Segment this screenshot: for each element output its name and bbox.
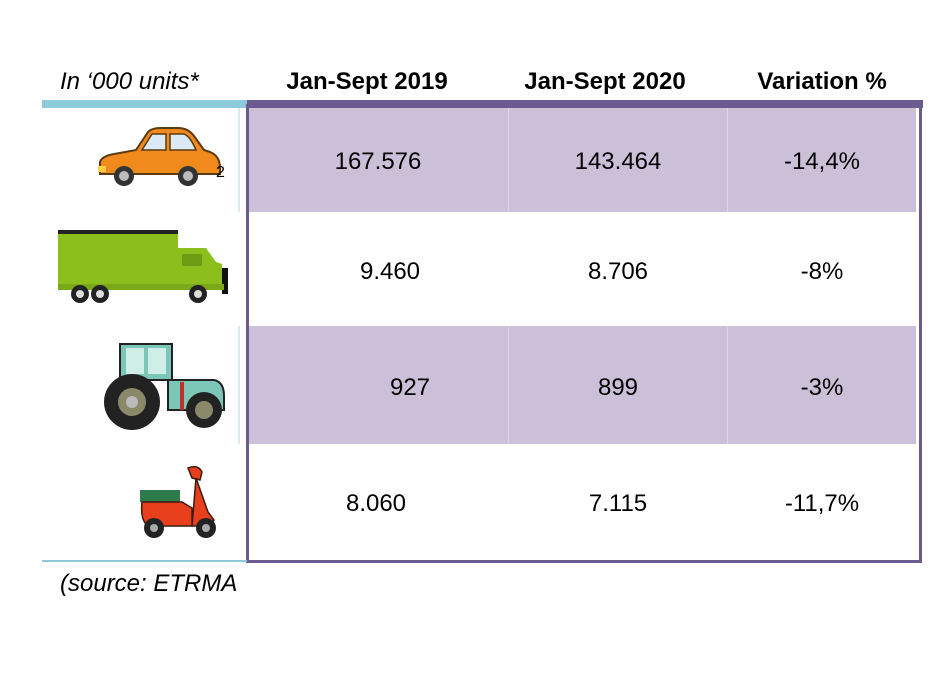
table-row-band [249,108,916,212]
row3-variation: -3% [800,374,844,401]
column-header-2019: Jan-Sept 2019 [286,68,448,95]
units-label: In ‘000 units* [60,68,199,95]
row1-variation: -14,4% [783,148,861,175]
row3-value-2019: 927 [389,374,431,401]
footer-rule [42,560,247,562]
column-divider [727,326,728,444]
column-header-variation: Variation % [757,68,887,95]
table-frame [246,104,922,563]
row4-value-2020: 7.115 [588,490,648,517]
column-divider [508,326,509,444]
column-divider [508,108,509,212]
row-guide [238,108,240,212]
truck-icon [56,226,234,311]
scooter-icon [136,462,220,547]
row1-value-2020: 143.464 [574,148,662,175]
header-rule-left [42,100,247,108]
table-row-band [249,326,916,444]
row3-value-2020: 899 [597,374,639,401]
row2-value-2020: 8.706 [587,258,649,285]
row2-value-2019: 9.460 [359,258,421,285]
column-divider [727,108,728,212]
tractor-icon [98,340,228,437]
row2-variation: -8% [800,258,844,285]
row4-variation: -11,7% [784,490,860,517]
row1-value-2019: 167.576 [334,148,422,175]
row-guide [238,326,240,444]
source-note: (source: ETRMA [60,570,238,597]
row4-value-2019: 8.060 [345,490,407,517]
column-header-2020: Jan-Sept 2020 [524,68,686,95]
footnote-marker: 2 [216,164,225,181]
header-rule-right [247,100,923,108]
car-icon [96,126,226,195]
